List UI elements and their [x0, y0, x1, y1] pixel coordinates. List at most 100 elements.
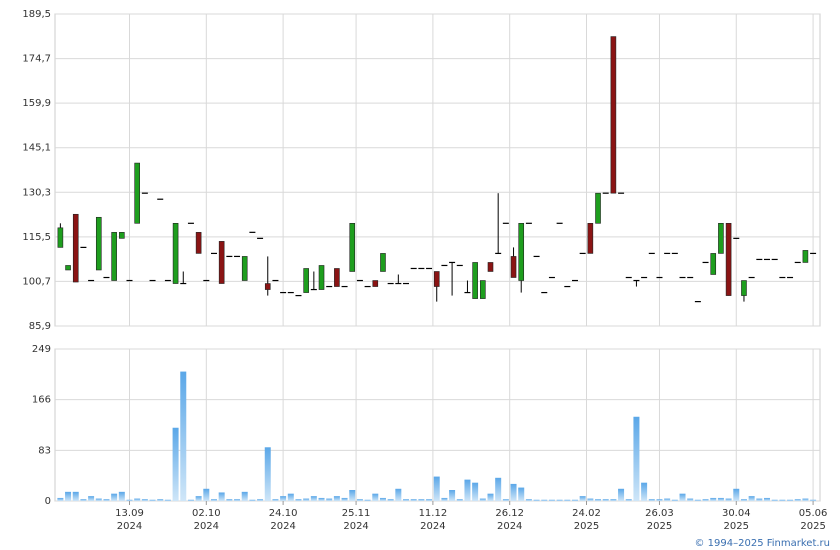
candle-body — [380, 253, 386, 272]
volume-bar — [595, 499, 602, 501]
volume-bar — [103, 499, 110, 501]
volume-bar — [472, 482, 479, 501]
volume-bar — [740, 499, 747, 501]
volume-bar — [310, 496, 317, 501]
candle-body — [95, 216, 102, 271]
candle-body — [595, 192, 601, 224]
volume-bar — [625, 499, 632, 501]
volume-bar — [395, 488, 402, 501]
candle-body — [172, 223, 179, 284]
volume-bar — [134, 498, 141, 501]
volume-bar — [303, 498, 310, 501]
volume-bar — [664, 498, 671, 501]
volume-bar — [249, 499, 256, 501]
volume-bar — [717, 497, 724, 501]
candle-body — [433, 271, 440, 287]
volume-bar — [80, 499, 87, 501]
candle-body — [65, 265, 71, 271]
candle-body — [487, 262, 494, 272]
candle-body — [57, 227, 64, 248]
y-tick-label: 145,1 — [22, 143, 51, 154]
volume-bar — [610, 499, 617, 501]
volume-bar — [694, 499, 701, 501]
volume-bar — [433, 476, 440, 501]
candle-body — [518, 223, 525, 281]
volume-bar — [618, 488, 625, 501]
volume-bar — [226, 499, 233, 501]
volume-bar — [187, 499, 194, 501]
volume-bar — [641, 482, 648, 501]
volume-bar — [733, 488, 740, 501]
volume-bar — [725, 498, 732, 501]
volume-bar — [118, 491, 125, 501]
volume-bar — [372, 493, 379, 501]
volume-bar — [318, 497, 325, 501]
volume-bar — [349, 490, 356, 501]
volume-bar — [679, 493, 686, 501]
x-tick-label: 24.02 2025 — [572, 508, 601, 532]
volume-bar — [126, 499, 133, 501]
volume-bar — [487, 493, 494, 501]
volume-bar — [633, 416, 640, 501]
footer: © 1994–2025 Finmarket.ru — [694, 538, 830, 549]
volume-bar — [333, 496, 340, 501]
candle-body — [610, 36, 617, 194]
volume-bar — [287, 493, 294, 501]
candle-body — [480, 280, 486, 299]
candle-body — [741, 280, 747, 296]
volume-bar — [541, 499, 548, 501]
volume-bar — [326, 498, 333, 501]
volume-bar — [410, 499, 417, 501]
candle-body — [134, 162, 140, 224]
y-tick-label: 115,5 — [22, 232, 51, 243]
volume-bar — [295, 499, 302, 501]
volume-bar — [57, 497, 64, 501]
volume-bar — [364, 499, 371, 501]
volume-bar — [164, 499, 171, 501]
y-tick-label: 174,7 — [22, 54, 51, 65]
candle-body — [218, 241, 225, 284]
volume-bar — [556, 499, 563, 501]
x-tick-label: 26.03 2025 — [645, 508, 674, 532]
volume-bar — [571, 499, 578, 501]
volume-bar — [671, 499, 678, 501]
volume-bar — [502, 499, 509, 501]
candle-body — [303, 268, 309, 293]
candle-body — [718, 223, 724, 254]
volume-bar — [764, 497, 771, 501]
volume-bar — [802, 498, 809, 501]
candle-body — [802, 250, 809, 263]
volume-bar — [180, 371, 187, 501]
y-tick-label: 189,5 — [22, 9, 51, 20]
candle-body — [241, 256, 248, 281]
volume-bar — [602, 499, 609, 501]
x-tick-label: 13.09 2024 — [115, 508, 144, 532]
candle-body — [195, 232, 202, 254]
volume-bar — [771, 499, 778, 501]
volume-bar — [548, 499, 555, 501]
candle-body — [349, 223, 356, 272]
volume-bar — [387, 499, 394, 501]
volume-bar — [587, 498, 594, 501]
candle-body — [264, 283, 271, 290]
candle-body — [72, 213, 79, 283]
x-tick-label: 05.06 2025 — [799, 508, 828, 532]
volume-bar — [241, 491, 248, 501]
volume-bar — [172, 427, 179, 501]
x-tick-label: 25.11 2024 — [342, 508, 371, 532]
volume-bar — [710, 497, 717, 501]
volume-bar — [533, 499, 540, 501]
volume-bar — [810, 499, 817, 501]
y-tick-label: 159,9 — [22, 98, 51, 109]
y2-tick-label: 83 — [38, 445, 51, 456]
candle-body — [119, 232, 125, 239]
volume-bar — [702, 499, 709, 501]
candle-body — [111, 232, 117, 281]
volume-bar — [195, 496, 202, 501]
volume-bar — [203, 488, 210, 501]
volume-bar — [426, 499, 433, 501]
volume-bar — [748, 496, 755, 501]
volume-bar — [341, 497, 348, 501]
y2-tick-label: 166 — [32, 395, 51, 406]
y-tick-label: 130,3 — [22, 187, 51, 198]
